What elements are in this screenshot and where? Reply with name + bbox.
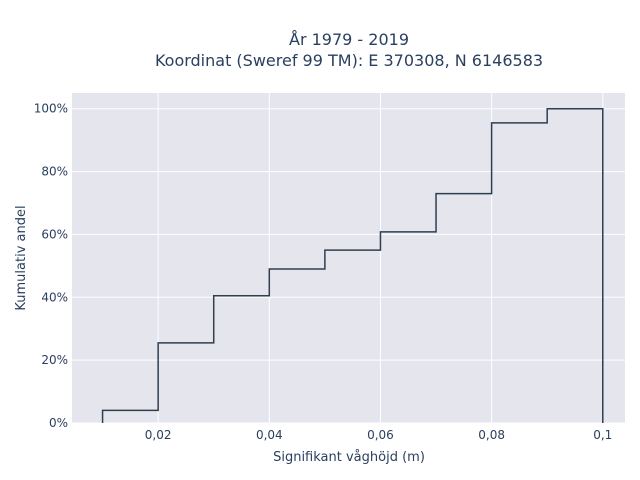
- chart-title-line-1: År 1979 - 2019: [289, 30, 409, 49]
- y-tick-labels: 0% 20% 40% 60% 80% 100%: [34, 102, 68, 430]
- x-tick-labels: 0,02 0,04 0,06 0,08 0,1: [145, 428, 613, 442]
- x-tick-label: 0,08: [478, 428, 505, 442]
- y-tick-label: 20%: [41, 353, 68, 367]
- x-tick-label: 0,1: [593, 428, 612, 442]
- y-gridlines: [72, 108, 625, 424]
- x-tick-label: 0,04: [256, 428, 283, 442]
- plot-area: [72, 93, 625, 423]
- y-tick-label: 40%: [41, 290, 68, 304]
- y-tick-label: 0%: [49, 416, 68, 430]
- chart-title-line-2: Koordinat (Sweref 99 TM): E 370308, N 61…: [155, 51, 543, 70]
- y-tick-label: 100%: [34, 102, 68, 116]
- y-axis-title: Kumulativ andel: [14, 205, 29, 310]
- x-tick-label: 0,02: [145, 428, 172, 442]
- y-tick-label: 60%: [41, 227, 68, 241]
- x-tick-label: 0,06: [367, 428, 394, 442]
- cumulative-step-line: [101, 107, 604, 423]
- series-group: [101, 107, 604, 423]
- y-tick-label: 80%: [41, 165, 68, 179]
- x-axis-title: Signifikant våghöjd (m): [273, 450, 425, 465]
